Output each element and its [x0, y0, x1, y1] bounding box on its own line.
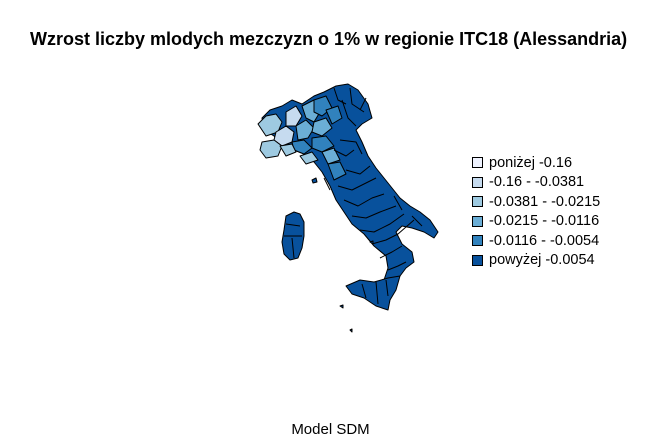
legend-label: poniżej -0.16 [489, 154, 573, 171]
island-lampedusa [349, 328, 353, 333]
legend-label: powyżej -0.0054 [489, 252, 595, 269]
legend-item: -0.0116 - -0.0054 [472, 231, 600, 251]
legend-swatch [472, 157, 483, 169]
region-emilia-2 [321, 147, 341, 165]
map-legend: poniżej -0.16 -0.16 - -0.0381 -0.0381 - … [472, 153, 600, 270]
region-nw-4 [285, 105, 303, 127]
legend-item: powyżej -0.0054 [472, 251, 600, 271]
region-nw-5 [295, 119, 315, 141]
region-ligury [299, 151, 319, 165]
island-capri [369, 240, 374, 245]
legend-label: -0.0116 - -0.0054 [489, 232, 600, 249]
legend-item: -0.0381 - -0.0215 [472, 192, 600, 212]
region-nw-3 [259, 139, 283, 159]
region-lombardy-2 [311, 117, 333, 137]
legend-swatch [472, 215, 483, 227]
region-lombardy-3 [325, 105, 343, 125]
legend-label: -0.16 - -0.0381 [489, 174, 585, 191]
region-nw-8 [279, 143, 297, 157]
legend-label: -0.0215 - -0.0116 [489, 213, 600, 230]
legend-swatch [472, 176, 483, 188]
region-nw-1 [257, 113, 283, 137]
legend-swatch [472, 196, 483, 208]
legend-label: -0.0381 - -0.0215 [489, 193, 601, 210]
legend-swatch [472, 235, 483, 247]
legend-item: poniżej -0.16 [472, 153, 600, 173]
legend-item: -0.16 - -0.0381 [472, 173, 600, 193]
region-emilia-1 [311, 135, 335, 153]
map-caption: Model SDM [291, 421, 370, 438]
legend-swatch [472, 254, 483, 266]
region-sicily [345, 275, 401, 311]
map-title: Wzrost liczby mlodych mezczyzn o 1% w re… [30, 29, 628, 49]
region-tuscany-1 [327, 161, 347, 181]
legend-item: -0.0215 - -0.0116 [472, 212, 600, 232]
island-pantelleria [339, 304, 344, 309]
island-elba [311, 177, 318, 184]
